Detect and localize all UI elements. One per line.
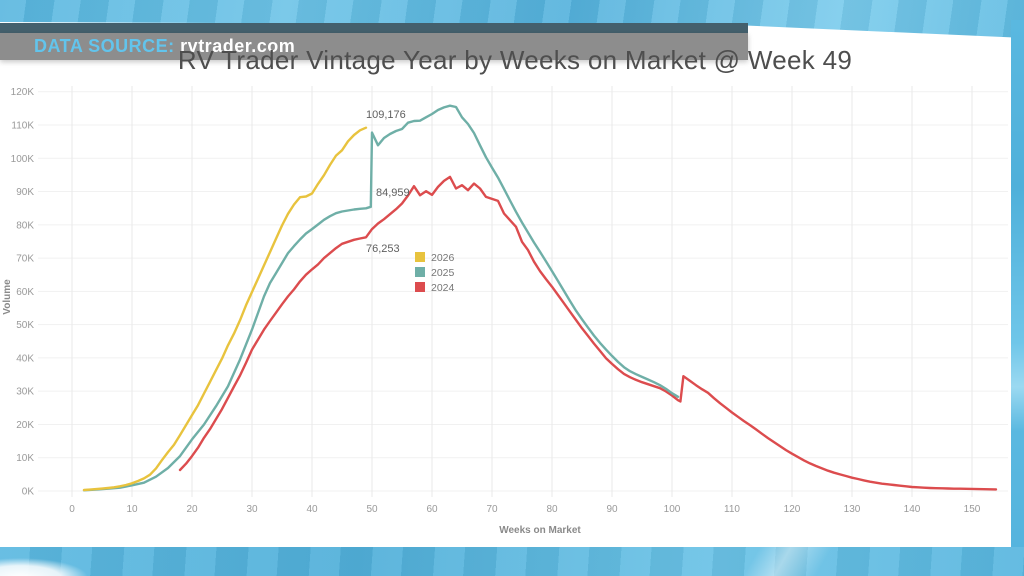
x-tick-label: 90 — [606, 504, 618, 515]
x-tick-label: 60 — [426, 504, 438, 515]
y-tick-label: 110K — [11, 120, 34, 131]
chart-title: RV Trader Vintage Year by Weeks on Marke… — [177, 45, 853, 75]
y-axis-title: Volume — [2, 279, 13, 315]
y-tick-label: 20K — [16, 420, 34, 431]
x-tick-label: 110 — [724, 504, 740, 515]
x-tick-label: 140 — [904, 504, 921, 515]
y-tick-label: 0K — [22, 487, 35, 498]
y-tick-label: 50K — [16, 320, 34, 331]
legend-item-2026[interactable]: 2026 — [415, 252, 455, 264]
legend-label-2025: 2025 — [431, 267, 455, 279]
annotation-label: 109,176 — [366, 109, 406, 121]
x-tick-label: 130 — [844, 504, 861, 515]
banner-top-stripe — [0, 23, 748, 33]
data-source-label: DATA SOURCE: — [34, 36, 175, 56]
y-tick-label: 30K — [16, 387, 34, 398]
paint-border-right — [1011, 20, 1024, 576]
x-tick-label: 20 — [186, 504, 198, 515]
series-line-2024[interactable] — [178, 175, 998, 491]
x-tick-label: 120 — [784, 504, 801, 515]
y-tick-label: 120K — [11, 87, 35, 98]
y-tick-label: 10K — [16, 453, 34, 464]
x-tick-label: 30 — [246, 504, 258, 515]
legend-item-2024[interactable]: 2024 — [415, 282, 455, 294]
data-source-value: rvtrader.com — [174, 36, 296, 56]
x-tick-label: 100 — [664, 504, 681, 515]
y-tick-label: 80K — [16, 220, 34, 231]
paint-border-bottom — [0, 547, 1024, 576]
legend-label-2026: 2026 — [431, 252, 455, 264]
y-tick-label: 60K — [16, 287, 34, 298]
y-tick-label: 40K — [16, 353, 34, 364]
annotation-label: 76,253 — [366, 243, 400, 255]
x-tick-label: 40 — [306, 504, 318, 515]
x-tick-label: 0 — [69, 504, 75, 515]
legend-item-2025[interactable]: 2025 — [415, 267, 455, 279]
legend-swatch-2024 — [415, 282, 425, 292]
y-tick-label: 70K — [16, 254, 34, 265]
x-tick-label: 150 — [964, 504, 981, 515]
x-tick-label: 50 — [366, 504, 378, 515]
x-tick-label: 70 — [486, 504, 498, 515]
series-line-2026[interactable] — [82, 126, 368, 492]
x-axis-title: Weeks on Market — [499, 525, 581, 536]
y-tick-label: 90K — [16, 187, 34, 198]
data-source-banner: DATA SOURCE: rvtrader.com — [0, 33, 748, 60]
legend-label-2024: 2024 — [431, 282, 455, 294]
x-tick-label: 10 — [126, 504, 138, 515]
legend-swatch-2025 — [415, 267, 425, 277]
legend-swatch-2026 — [415, 252, 425, 262]
annotation-label: 84,959 — [376, 187, 410, 199]
y-tick-label: 100K — [11, 154, 35, 165]
x-tick-label: 80 — [546, 504, 558, 515]
series-line-2025[interactable] — [82, 104, 680, 492]
